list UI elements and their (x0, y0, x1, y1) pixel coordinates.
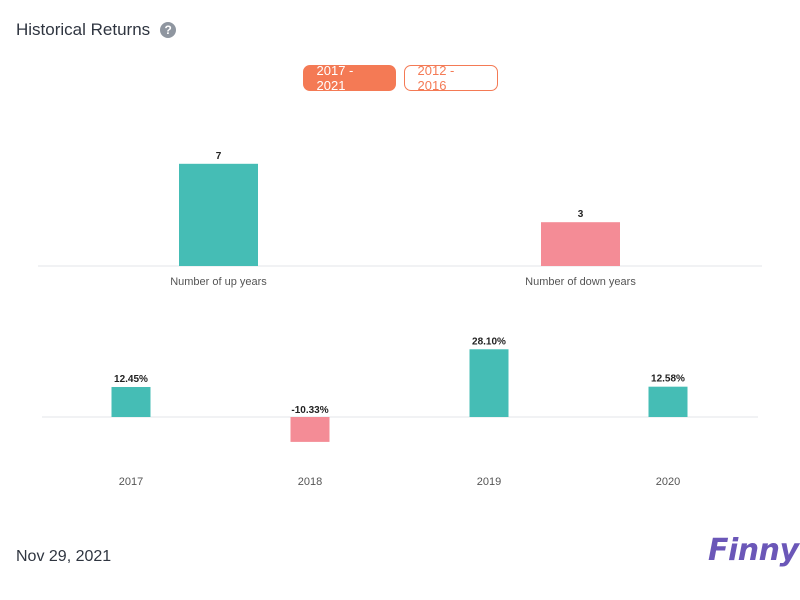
tab-2017-2021[interactable]: 2017 - 2021 (302, 63, 396, 93)
bar-2019 (469, 349, 509, 417)
data-label-number-of-down-years: 3 (578, 209, 584, 220)
bar-number-of-up-years (179, 163, 258, 266)
tick-label-2020: 2020 (656, 476, 680, 488)
footer-date: Nov 29, 2021 (16, 548, 112, 565)
help-icon[interactable]: ? (160, 22, 177, 38)
bar-2018 (290, 417, 330, 442)
tick-label-2019: 2019 (477, 476, 501, 488)
tick-label-number-of-up-years: Number of up years (170, 276, 267, 288)
tick-label-2017: 2017 (119, 476, 143, 488)
data-label-number-of-up-years: 7 (216, 151, 222, 162)
data-label-2019: 28.10% (472, 336, 506, 347)
period-tabs: 2017 - 2021 2012 - 2016 (0, 63, 800, 93)
data-label-2020: 12.58% (651, 374, 685, 385)
tab-2012-2016[interactable]: 2012 - 2016 (403, 63, 498, 93)
tick-label-number-of-down-years: Number of down years (525, 276, 636, 288)
tick-label-2018: 2018 (298, 476, 322, 488)
finny-logo: Finny (708, 533, 799, 568)
header: Historical Returns ? (16, 20, 177, 40)
data-label-2018: -10.33% (291, 405, 328, 416)
page-title: Historical Returns (16, 20, 151, 39)
bar-2020 (648, 386, 688, 417)
bar-2017 (111, 386, 151, 417)
bar-number-of-down-years (541, 222, 620, 266)
data-label-2017: 12.45% (114, 374, 148, 385)
